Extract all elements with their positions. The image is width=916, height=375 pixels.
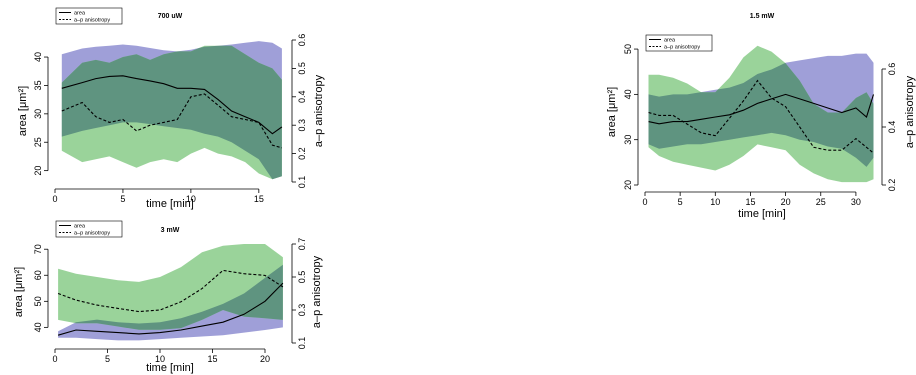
area-line — [61, 75, 283, 135]
chart-panel-1-5mw: 1.5 mW time [min] area [μm²] a–p anisotr… — [606, 13, 916, 220]
y-tick-label-right: 0.1 — [297, 337, 307, 350]
legend-box — [55, 220, 123, 238]
y-axis-label-right: a–p anisotropy — [313, 74, 325, 147]
chart-title: 700 uW — [158, 13, 183, 20]
y-tick-label-left: 60 — [33, 270, 43, 280]
x-tick-label: 25 — [816, 197, 826, 207]
y-tick-label-right: 0.4 — [297, 91, 307, 104]
y-tick-label-right: 0.5 — [297, 271, 307, 284]
y-tick-label-left: 50 — [623, 44, 633, 54]
legend-box — [645, 34, 713, 52]
y-axis-label-right: a–p anisotropy — [311, 255, 323, 328]
x-axis-label: time [min] — [146, 362, 194, 374]
legend-label-anisotropy: a–p anisotropy — [74, 231, 110, 237]
x-tick-label: 15 — [254, 194, 264, 204]
x-tick-label: 0 — [642, 197, 647, 207]
y-tick-label-right: 0.2 — [297, 147, 307, 160]
y-axis-label-right: a–p anisotropy — [904, 75, 916, 148]
y-axis-label-left: area [μm²] — [606, 87, 618, 137]
y-tick-label-right: 0.6 — [297, 34, 307, 47]
y-tick-label-left: 40 — [623, 89, 633, 99]
x-tick-label: 10 — [710, 197, 720, 207]
chart-panel-700uw: 700 uW time [min] area [μm²] a–p anisotr… — [17, 7, 325, 210]
x-tick-label: 0 — [52, 194, 57, 204]
y-tick-label-left: 30 — [33, 109, 43, 119]
legend: area a–p anisotropy — [645, 34, 713, 52]
area-band — [58, 264, 283, 341]
anisotropy-line — [648, 79, 874, 154]
x-axis-label: time [min] — [146, 198, 194, 210]
y-tick-label-right: 0.1 — [297, 176, 307, 189]
x-tick-label: 20 — [260, 354, 270, 364]
x-tick-label: 5 — [678, 197, 683, 207]
x-tick-label: 15 — [745, 197, 755, 207]
legend-label-area: area — [74, 11, 86, 17]
y-tick-label-right: 0.2 — [887, 179, 897, 192]
y-tick-label-left: 40 — [33, 322, 43, 332]
y-tick-label-right: 0.3 — [297, 304, 307, 317]
x-tick-label: 5 — [120, 194, 125, 204]
y-tick-label-left: 70 — [33, 244, 43, 254]
y-tick-label-right: 0.7 — [297, 238, 307, 251]
x-tick-label: 30 — [851, 197, 861, 207]
y-tick-label-left: 40 — [33, 52, 43, 62]
y-tick-label-left: 25 — [33, 137, 43, 147]
area-line — [57, 282, 284, 336]
anisotropy-line — [61, 93, 283, 149]
x-axis-label: time [min] — [738, 208, 786, 220]
x-tick-label: 20 — [781, 197, 791, 207]
y-tick-label-left: 20 — [33, 166, 43, 176]
plot-area — [57, 244, 284, 341]
legend-label-area: area — [664, 38, 676, 44]
x-tick-label: 15 — [207, 354, 217, 364]
legend-box — [55, 7, 123, 25]
y-tick-label-left: 50 — [33, 296, 43, 306]
legend-label-anisotropy: a–p anisotropy — [74, 18, 110, 24]
y-tick-label-left: 35 — [33, 80, 43, 90]
anisotropy-line — [57, 269, 284, 313]
plot-area — [61, 41, 283, 180]
x-tick-label: 10 — [186, 194, 196, 204]
y-tick-label-right: 0.6 — [887, 63, 897, 76]
y-axis-label-left: area [μm²] — [13, 267, 25, 317]
y-tick-label-right: 0.4 — [887, 121, 897, 134]
area-line — [648, 93, 875, 125]
y-tick-label-right: 0.3 — [297, 119, 307, 132]
chart-title: 1.5 mW — [750, 13, 775, 20]
y-tick-label-right: 0.5 — [297, 62, 307, 75]
plot-area — [648, 45, 875, 183]
legend: area a–p anisotropy — [55, 220, 123, 238]
legend: area a–p anisotropy — [55, 7, 123, 25]
x-tick-label: 10 — [155, 354, 165, 364]
legend-label-area: area — [74, 224, 86, 230]
legend-label-anisotropy: a–p anisotropy — [664, 45, 700, 51]
chart-panel-3mw: 3 mW time [min] area [μm²] a–p anisotrop… — [13, 220, 323, 374]
y-tick-label-left: 30 — [623, 135, 633, 145]
y-axis-label-left: area [μm²] — [17, 86, 29, 136]
x-tick-label: 0 — [52, 354, 57, 364]
chart-title: 3 mW — [161, 227, 180, 234]
x-tick-label: 5 — [105, 354, 110, 364]
y-tick-label-left: 20 — [623, 180, 633, 190]
